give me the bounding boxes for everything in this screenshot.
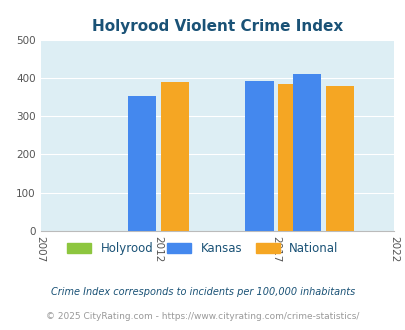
- Bar: [292, 74, 320, 231]
- Bar: [325, 86, 353, 231]
- Text: © 2025 CityRating.com - https://www.cityrating.com/crime-statistics/: © 2025 CityRating.com - https://www.city…: [46, 312, 359, 321]
- Bar: [278, 84, 306, 231]
- Text: Crime Index corresponds to incidents per 100,000 inhabitants: Crime Index corresponds to incidents per…: [51, 287, 354, 297]
- Legend: Holyrood, Kansas, National: Holyrood, Kansas, National: [62, 237, 343, 260]
- Bar: [245, 81, 273, 231]
- Bar: [160, 82, 188, 231]
- Title: Holyrood Violent Crime Index: Holyrood Violent Crime Index: [92, 19, 342, 34]
- Bar: [128, 96, 156, 231]
